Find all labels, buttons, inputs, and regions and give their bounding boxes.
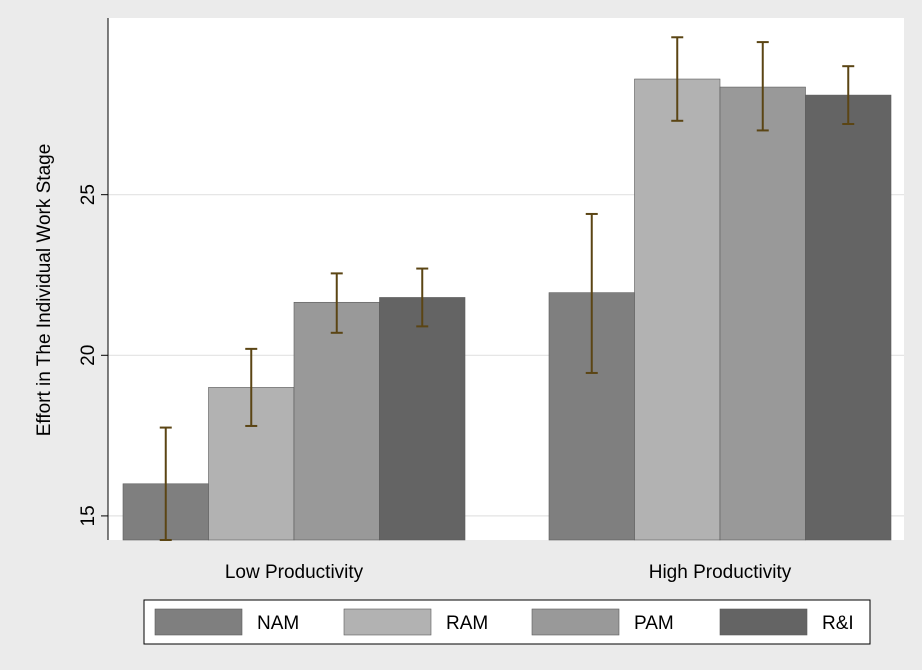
- bar-ram-high: [634, 78, 721, 541]
- legend-label: R&I: [822, 613, 854, 634]
- y-tick-label: 20: [78, 345, 99, 366]
- x-category-label: Low Productivity: [225, 562, 364, 583]
- legend-label: RAM: [446, 613, 488, 634]
- x-axis-categories: Low Productivity High Productivity: [225, 562, 792, 583]
- error-bars: [159, 36, 855, 541]
- y-axis-ticks: 15 20 25: [78, 184, 108, 526]
- y-tick-label: 25: [78, 184, 99, 205]
- legend-swatch: [154, 608, 243, 636]
- bar-pam-low: [293, 301, 380, 541]
- x-category-label: High Productivity: [649, 562, 792, 583]
- bar-pam-high: [719, 86, 806, 541]
- y-axis-title: Effort in The Individual Work Stage: [34, 144, 55, 437]
- legend: NAM RAM PAM R&I: [143, 599, 871, 645]
- legend-swatch: [343, 608, 432, 636]
- legend-swatch: [531, 608, 620, 636]
- legend-label: NAM: [257, 613, 299, 634]
- bar-ri-low: [379, 297, 466, 541]
- y-tick-label: 15: [78, 505, 99, 526]
- legend-label: PAM: [634, 613, 674, 634]
- legend-swatch: [719, 608, 808, 636]
- bar-ri-high: [805, 94, 892, 541]
